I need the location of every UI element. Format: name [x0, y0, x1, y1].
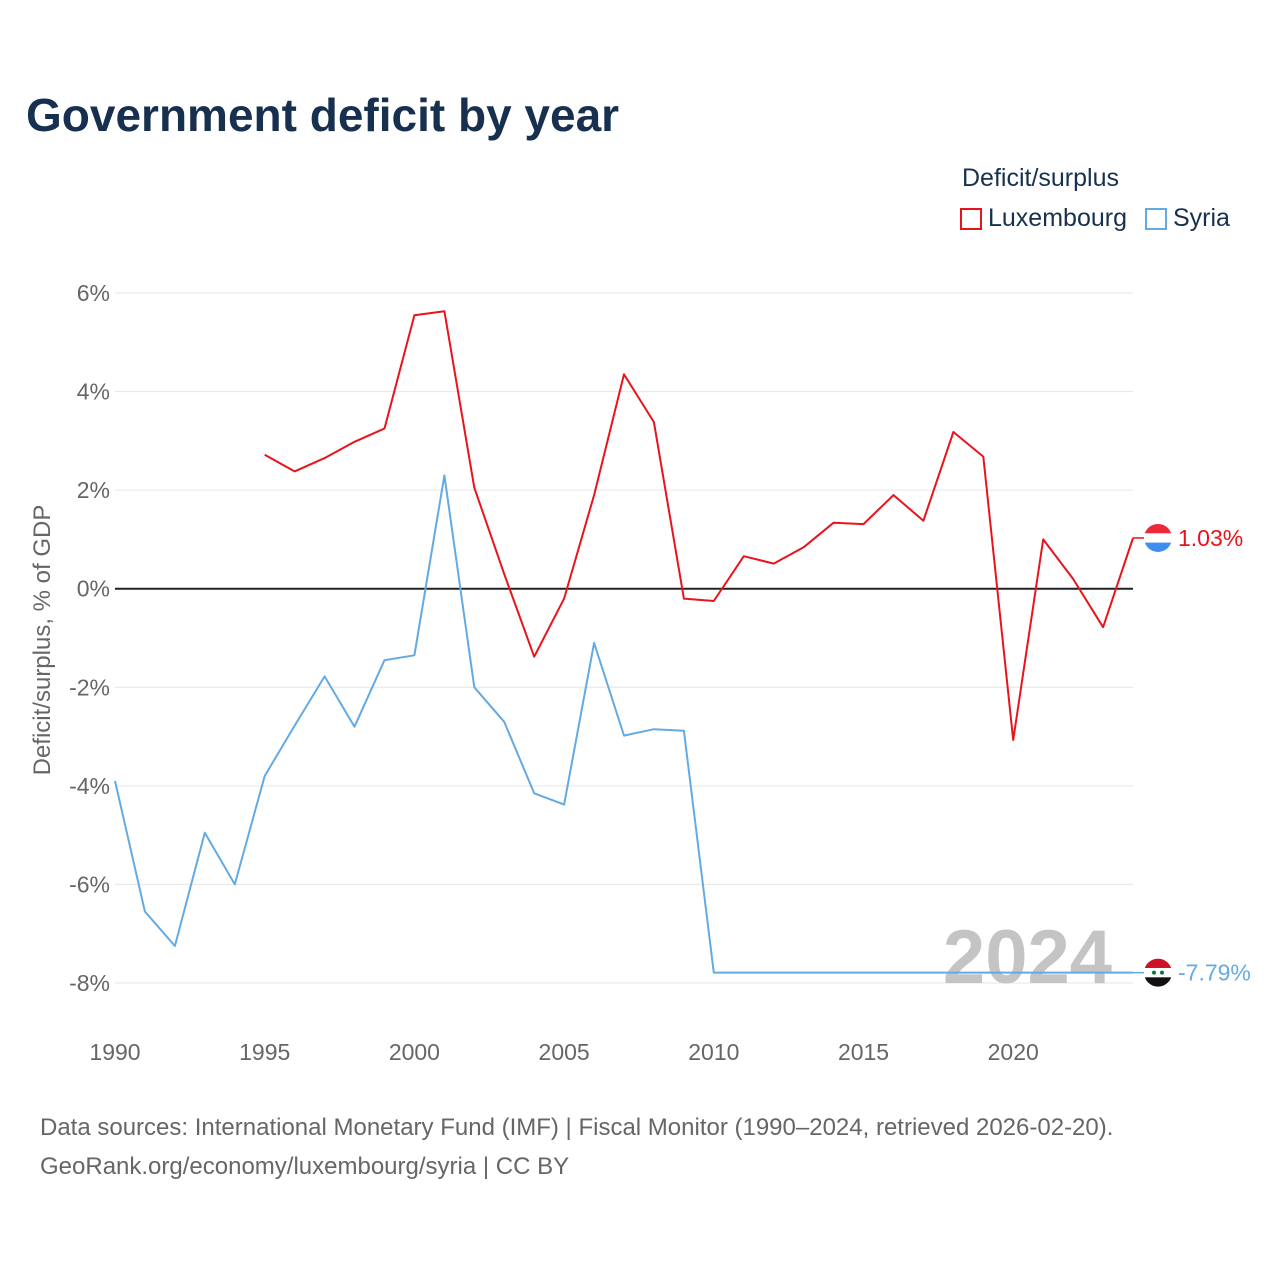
x-tick-label: 2020	[988, 1039, 1039, 1065]
legend-title: Deficit/surplus	[962, 164, 1119, 192]
y-tick-label: 6%	[77, 280, 110, 306]
x-tick-label: 2000	[389, 1039, 440, 1065]
x-tick-label: 2010	[688, 1039, 739, 1065]
luxembourg-flag-icon	[1144, 523, 1172, 552]
legend-swatch-luxembourg	[960, 207, 982, 230]
series-line-luxembourg[interactable]	[264, 310, 1134, 741]
y-tick-label: -2%	[69, 674, 110, 700]
end-label-syria: -7.79%	[1178, 960, 1251, 986]
legend-swatch-syria	[1144, 207, 1167, 230]
legend-item-luxembourg[interactable]: Luxembourg	[960, 204, 1127, 233]
syria-flag-icon	[1144, 958, 1172, 987]
y-tick-label: -6%	[69, 871, 110, 897]
legend-item-syria[interactable]: Syria	[1144, 204, 1230, 233]
x-tick-label: 1990	[89, 1039, 140, 1065]
x-tick-labels: 1990 1995 2000 2005 2010 2015 2020	[89, 1039, 1038, 1065]
end-marker-syria: -7.79%	[1133, 958, 1251, 987]
legend-label-luxembourg: Luxembourg	[988, 204, 1127, 232]
end-marker-luxembourg: 1.03%	[1133, 523, 1243, 552]
legend-label-syria: Syria	[1172, 204, 1230, 232]
y-tick-labels: 6% 4% 2% 0% -2% -4% -6% -8%	[69, 280, 110, 996]
x-tick-label: 2005	[539, 1039, 590, 1065]
credit-line[interactable]: GeoRank.org/economy/luxembourg/syria | C…	[40, 1153, 570, 1180]
source-note: Data sources: International Monetary Fun…	[40, 1108, 1113, 1186]
series-lines	[114, 310, 1134, 974]
gridlines	[115, 292, 1133, 984]
series-line-syria[interactable]	[114, 474, 1133, 974]
year-watermark: 2024	[943, 915, 1112, 1000]
y-axis-label: Deficit/surplus, % of GDP	[29, 505, 56, 776]
chart-title: Government deficit by year	[26, 89, 620, 141]
y-tick-label: 4%	[77, 379, 110, 405]
y-tick-label: 2%	[77, 477, 110, 503]
legend: Luxembourg Syria	[960, 204, 1230, 233]
end-label-luxembourg: 1.03%	[1178, 525, 1243, 551]
x-tick-label: 2015	[838, 1039, 889, 1065]
end-markers: 1.03% -7.79%	[1133, 523, 1251, 987]
y-tick-label: 0%	[77, 576, 110, 602]
x-tick-label: 1995	[239, 1039, 290, 1065]
source-line: Data sources: International Monetary Fun…	[40, 1114, 1114, 1141]
y-tick-label: -8%	[69, 970, 110, 996]
y-tick-label: -4%	[69, 773, 110, 799]
